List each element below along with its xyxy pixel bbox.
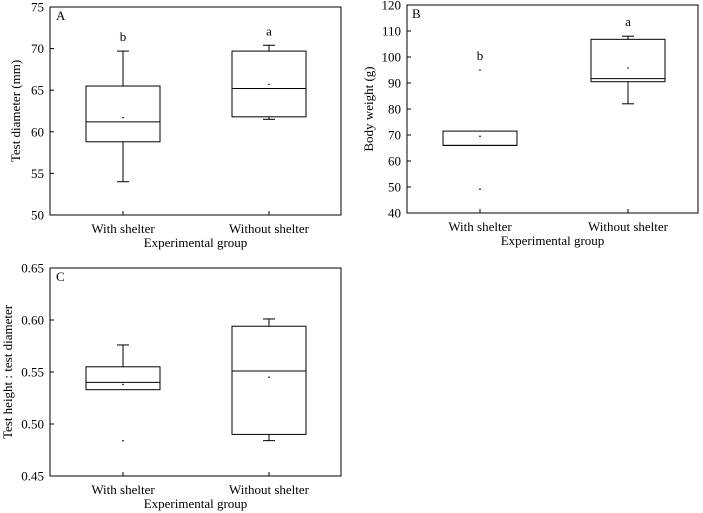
panel-b-x-axis-title: Experimental group — [501, 233, 605, 248]
panel-c-box — [231, 325, 307, 435]
panel-c-plot-frame — [49, 267, 342, 477]
panel-c-outlier-point — [122, 439, 124, 442]
panel-a-ytick-label: 60 — [31, 124, 44, 139]
panel-c-ytick-label: 0.50 — [21, 417, 44, 432]
panel-a-y-axis-title: Test diameter (mm) — [8, 60, 23, 162]
panel-b-ytick-label: 120 — [382, 0, 402, 13]
panel-a-ytick-label: 55 — [31, 166, 44, 181]
panel-b-ytick-label: 40 — [388, 206, 401, 221]
panel-c-mean-marker — [268, 376, 270, 379]
panel-b-significance-letter: a — [625, 14, 631, 29]
panel-b-box — [442, 130, 518, 146]
panel-b-outlier-point — [479, 69, 481, 71]
panel-c-letter: C — [56, 269, 65, 284]
panel-c-ytick-label: 0.65 — [21, 261, 44, 276]
panel-b-ytick-label: 90 — [388, 76, 401, 91]
panel-a-xtick-label: With shelter — [91, 221, 155, 236]
panel-a-ytick-label: 75 — [31, 0, 44, 15]
panel-b-mean-marker — [627, 67, 629, 69]
panel-b-ytick-label: 100 — [382, 50, 402, 65]
panel-c-xtick-label: With shelter — [91, 482, 155, 497]
panel-a-ytick-label: 65 — [31, 83, 44, 98]
panel-c-mean-marker — [122, 383, 124, 386]
panel-a-plot-frame — [49, 6, 342, 216]
panel-a-ytick-label: 50 — [31, 208, 44, 223]
panel-a-mean-marker — [122, 116, 124, 119]
panel-b-xtick-label: Without shelter — [588, 219, 669, 234]
panel-a-box — [231, 50, 307, 118]
panel-b-plot-frame — [406, 4, 699, 214]
panel-c-ytick-label: 0.55 — [21, 365, 44, 380]
panel-b-significance-letter: b — [477, 48, 484, 63]
panel-b-ytick-label: 70 — [388, 128, 401, 143]
panel-c-y-axis-title: Test height : test diameter — [0, 304, 15, 439]
panel-a-box — [85, 85, 161, 143]
panel-b-mean-marker — [479, 135, 481, 138]
panel-b-ytick-label: 80 — [388, 102, 401, 117]
panel-a-significance-letter: b — [120, 29, 127, 44]
panel-b-ytick-label: 60 — [388, 154, 401, 169]
panel-c-xtick-label: Without shelter — [229, 482, 310, 497]
panel-a-ytick-label: 70 — [31, 41, 44, 56]
panel-a-xtick-label: Without shelter — [229, 221, 310, 236]
panel-b-box — [590, 38, 666, 83]
panel-c-box — [85, 366, 161, 391]
panel-a-significance-letter: a — [266, 23, 272, 38]
panel-a-x-axis-title: Experimental group — [144, 235, 248, 250]
panel-c-ytick-label: 0.60 — [21, 313, 44, 328]
panel-b-ytick-label: 110 — [382, 24, 401, 39]
panel-c-x-axis-title: Experimental group — [144, 496, 248, 511]
panel-b-ytick-label: 50 — [388, 180, 401, 195]
panel-c-ytick-label: 0.45 — [21, 469, 44, 484]
panel-b-xtick-label: With shelter — [448, 219, 512, 234]
panel-b-y-axis-title: Body weight (g) — [361, 66, 376, 151]
panel-b-outlier-point — [479, 188, 481, 190]
panel-a-letter: A — [56, 8, 66, 23]
panel-a-mean-marker — [268, 83, 270, 86]
panel-b-letter: B — [412, 6, 421, 21]
